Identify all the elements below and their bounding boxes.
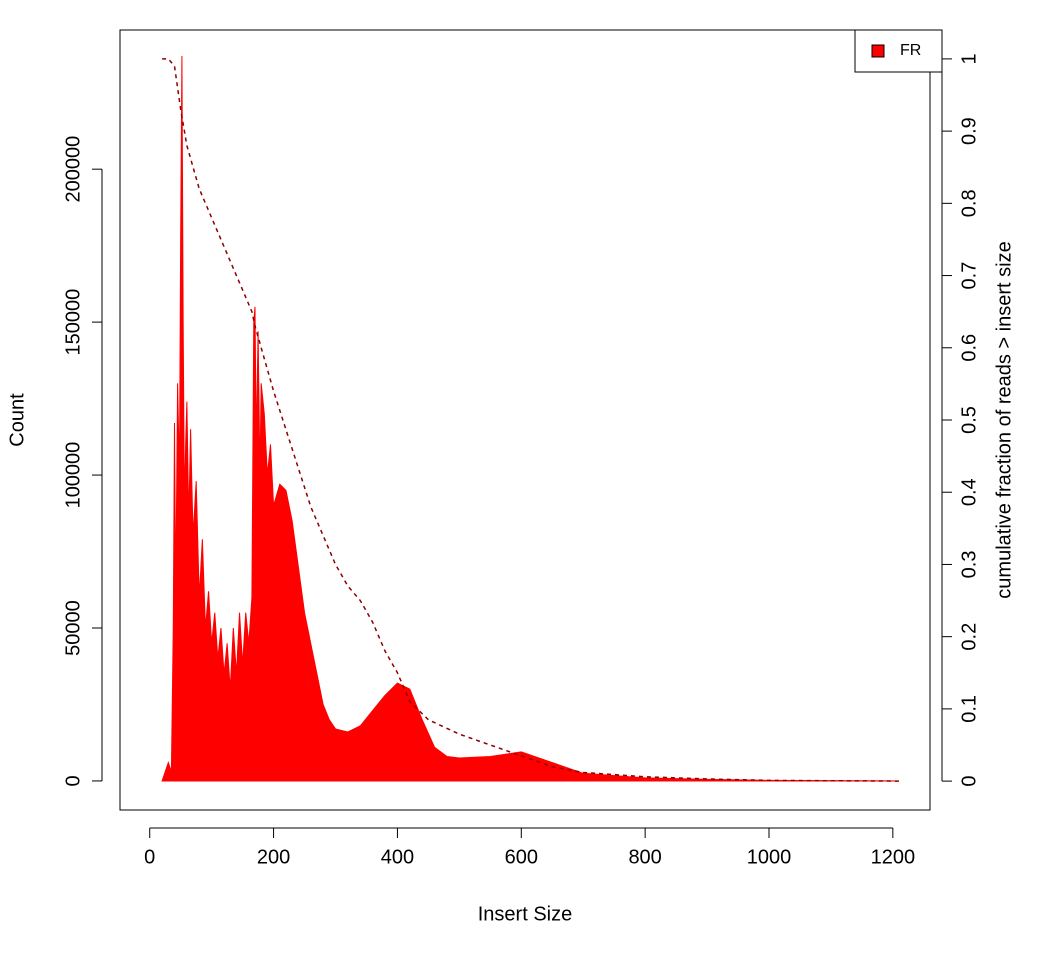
y-tick-label: 200000 [62,136,84,203]
legend-box [854,29,943,73]
y2-tick-label: 0.3 [958,551,980,579]
y2-axis-label: cumulative fraction of reads > insert si… [993,241,1015,598]
legend-swatch [871,44,885,58]
x-tick-label: 0 [144,846,155,868]
y2-tick-label: 0.5 [958,406,980,434]
y2-tick-label: 0.9 [958,117,980,145]
y-axis-label: Count [6,393,28,447]
x-tick-label: 400 [381,846,414,868]
y2-tick-label: 0 [958,776,980,787]
plot-frame [119,29,931,811]
x-tick-label: 200 [257,846,290,868]
y-tick-label: 50000 [62,600,84,656]
x-tick-label: 1000 [747,846,792,868]
y-tick-label: 100000 [62,442,84,509]
y2-tick-label: 0.6 [958,334,980,362]
area [161,55,900,782]
y2-tick-label: 0.2 [958,623,980,651]
y2-tick-label: 0.8 [958,189,980,217]
y2-tick-label: 0.1 [958,695,980,723]
y-tick-label: 150000 [62,289,84,356]
x-tick-label: 800 [628,846,661,868]
x-tick-label: 600 [505,846,538,868]
y2-tick-label: 0.7 [958,262,980,290]
y-tick-label: 0 [62,775,84,786]
legend-label: FR [900,42,921,59]
y2-tick-label: 0.4 [958,478,980,506]
x-tick-label: 1200 [871,846,916,868]
x-axis-label: Insert Size [478,903,572,925]
legend: FR [854,29,943,73]
y2-tick-label: 1 [958,53,980,64]
